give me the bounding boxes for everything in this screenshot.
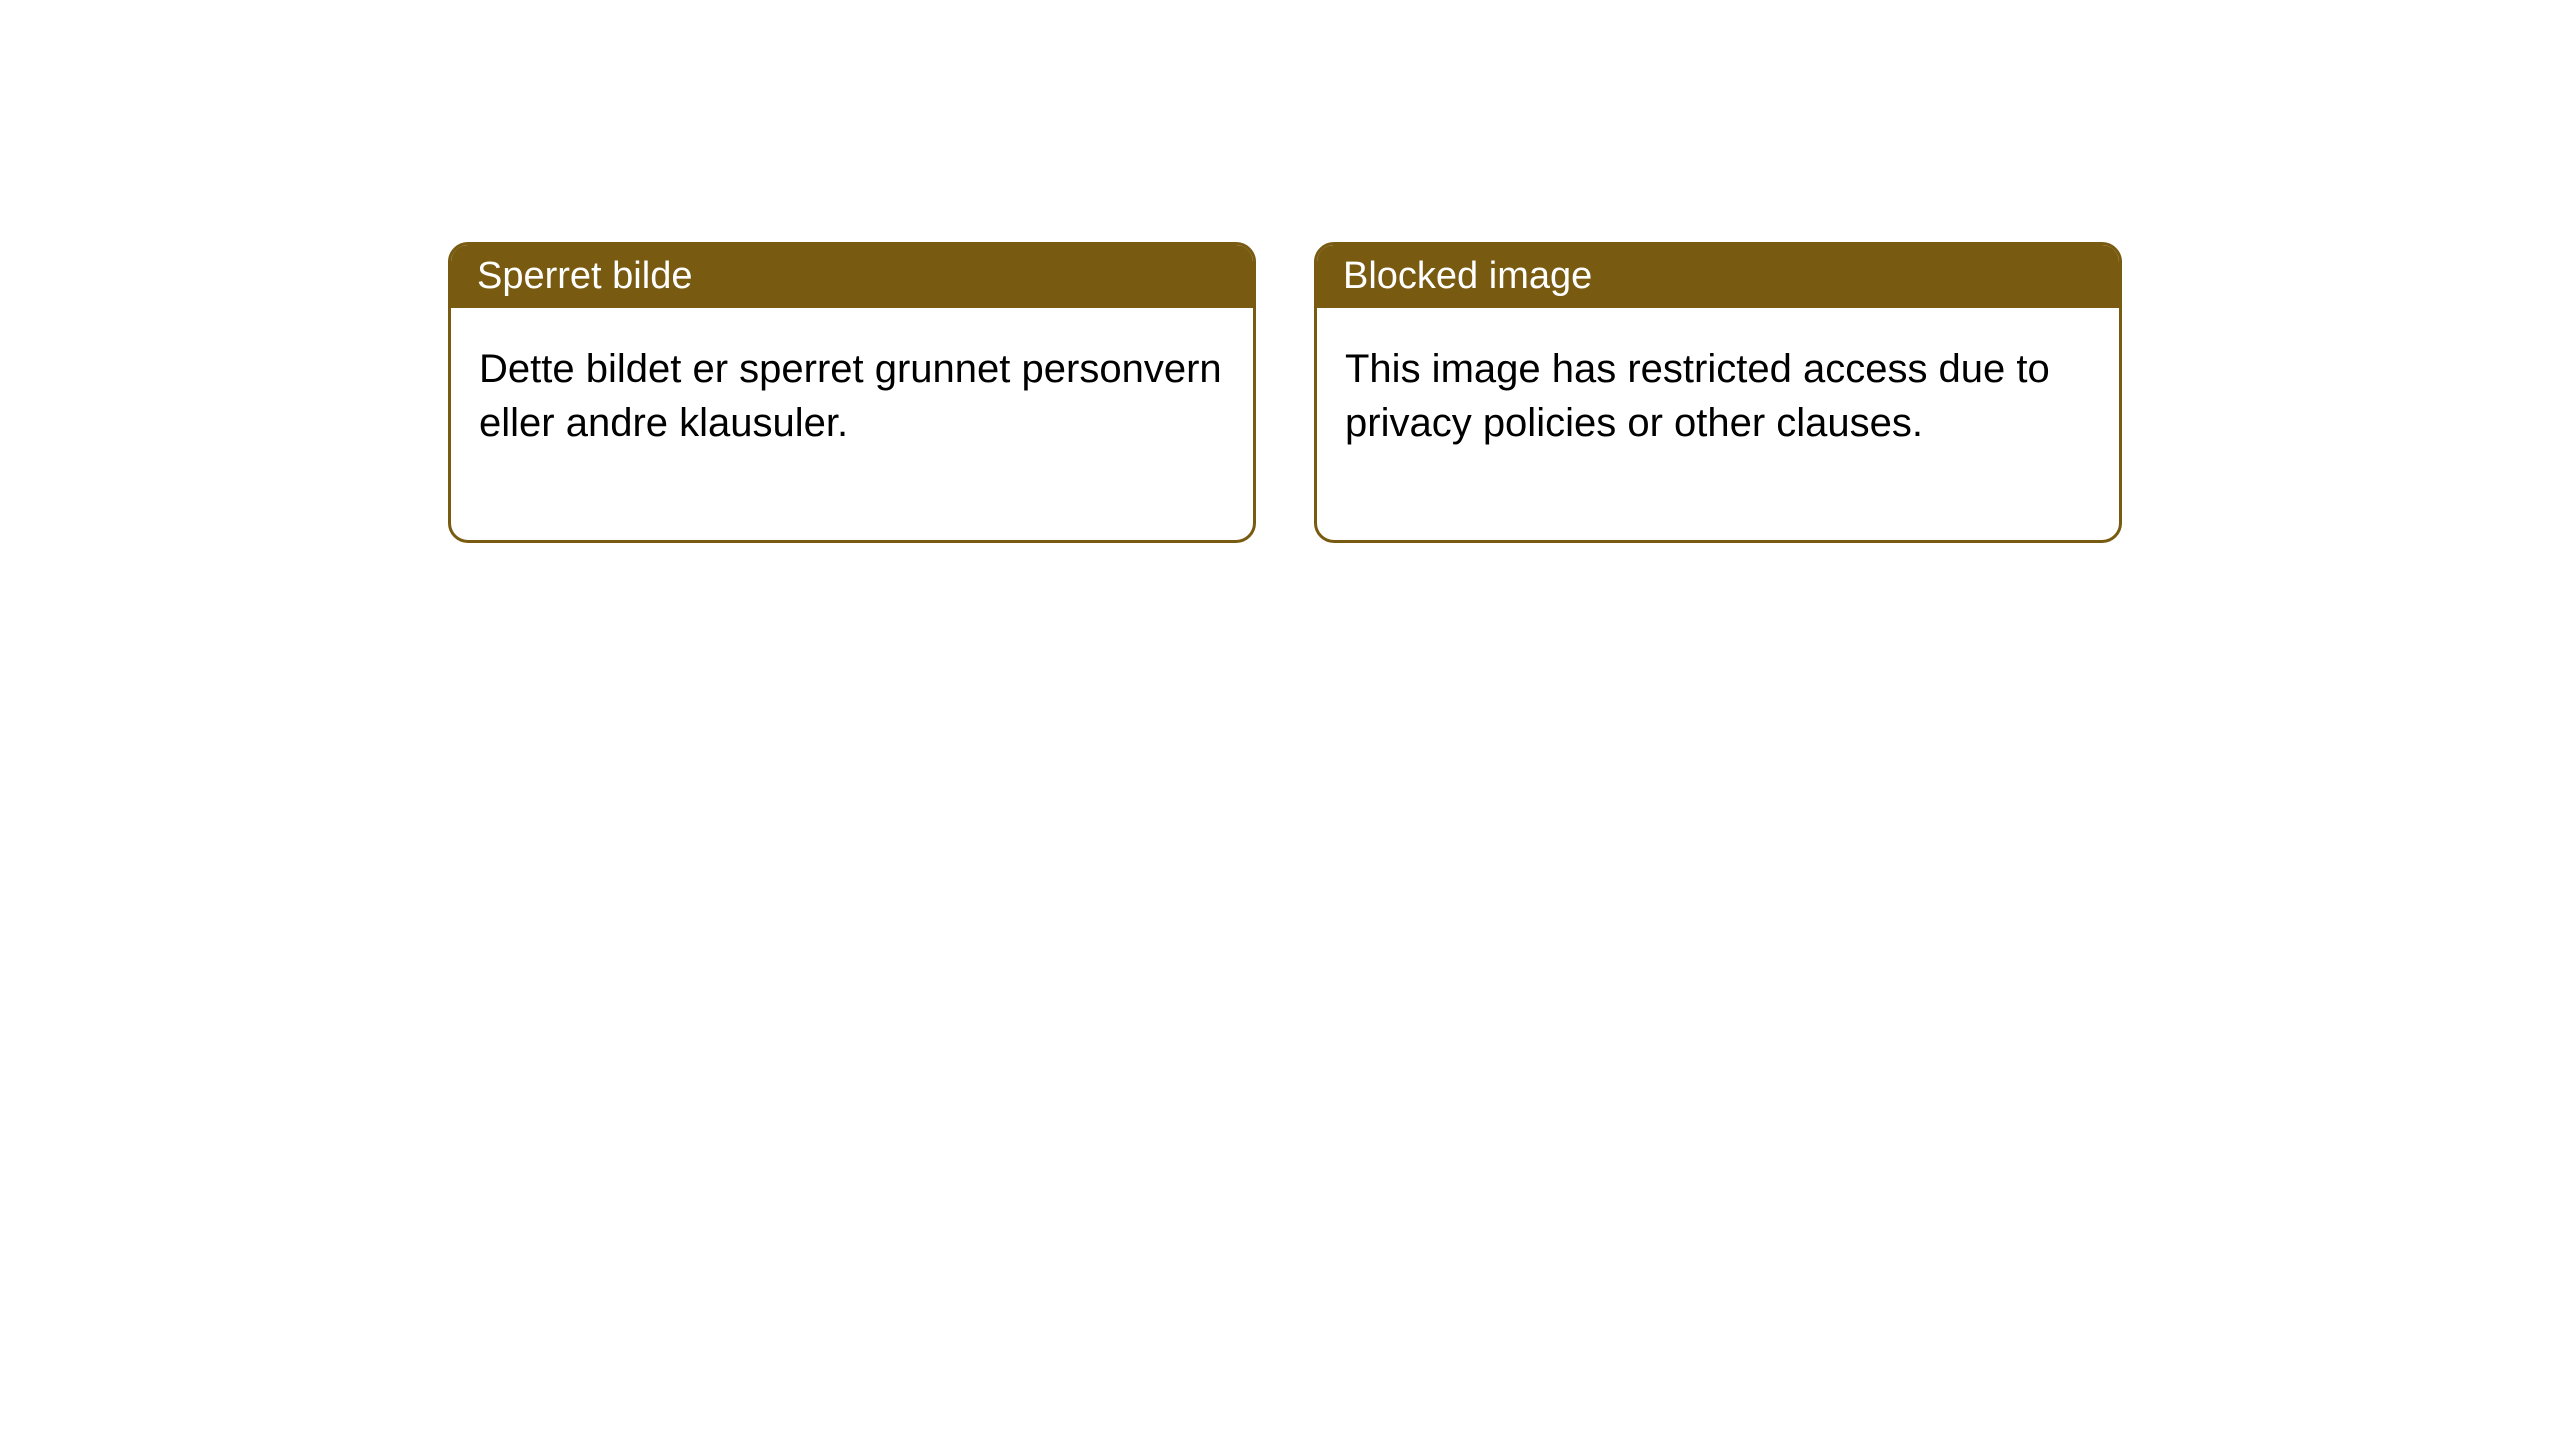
card-body: This image has restricted access due to … — [1317, 308, 2119, 540]
card-title: Sperret bilde — [477, 255, 692, 297]
card-body-text: This image has restricted access due to … — [1345, 347, 2050, 445]
card-body: Dette bildet er sperret grunnet personve… — [451, 308, 1253, 540]
notice-cards-container: Sperret bilde Dette bildet er sperret gr… — [448, 242, 2122, 543]
notice-card-english: Blocked image This image has restricted … — [1314, 242, 2122, 543]
card-header: Blocked image — [1317, 245, 2119, 308]
card-body-text: Dette bildet er sperret grunnet personve… — [479, 347, 1222, 445]
notice-card-norwegian: Sperret bilde Dette bildet er sperret gr… — [448, 242, 1256, 543]
card-header: Sperret bilde — [451, 245, 1253, 308]
card-title: Blocked image — [1343, 255, 1592, 297]
